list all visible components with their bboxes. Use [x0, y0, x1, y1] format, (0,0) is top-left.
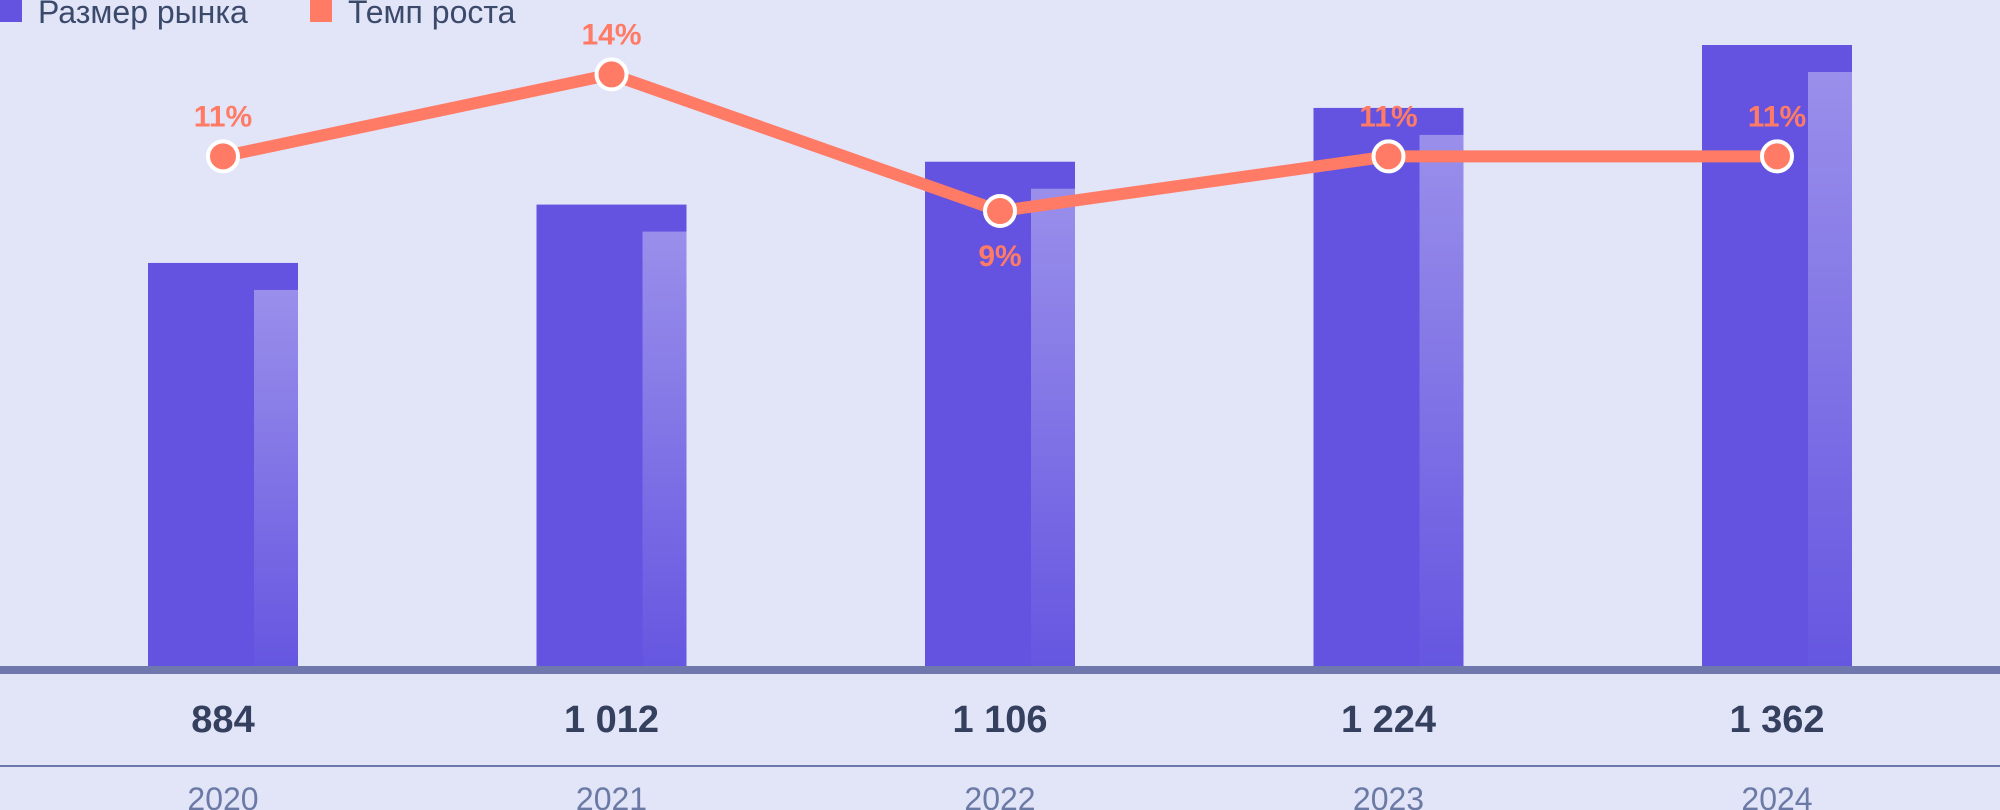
- value-label-2024: 1 362: [1729, 699, 1824, 741]
- bar-highlight-2022: [1031, 188, 1075, 666]
- growth-point-2022: [983, 194, 1017, 229]
- legend-swatch-market-size: [0, 0, 22, 22]
- year-row: 2020 2021 2022 2023 2024: [187, 781, 1812, 810]
- legend-label-market-size: Размер рынка: [38, 0, 248, 30]
- bar-highlight-2020: [254, 289, 298, 666]
- growth-label-2024: 11%: [1748, 100, 1806, 133]
- bar-highlight-2021: [642, 231, 687, 667]
- year-label-2023: 2023: [1353, 781, 1424, 810]
- growth-label-2020: 11%: [194, 100, 252, 133]
- value-label-2020: 884: [191, 699, 254, 741]
- value-label-2023: 1 224: [1341, 699, 1436, 741]
- legend: Размер рынка Темп роста: [0, 0, 516, 30]
- growth-point-2020: [206, 139, 240, 174]
- bar-highlight-2024: [1808, 72, 1852, 666]
- value-row: 884 1 012 1 106 1 224 1 362: [191, 699, 1824, 741]
- growth-label-2021: 14%: [581, 18, 641, 51]
- year-label-2021: 2021: [576, 781, 647, 810]
- baseline-axis: [0, 666, 2000, 674]
- bar-series: [148, 45, 1852, 667]
- legend-label-growth-rate: Темп роста: [348, 0, 516, 30]
- legend-swatch-growth-rate: [310, 0, 332, 22]
- value-label-2022: 1 106: [952, 699, 1047, 741]
- bar-highlight-2023: [1419, 134, 1464, 666]
- value-label-2021: 1 012: [564, 699, 659, 741]
- growth-point-2021: [594, 57, 629, 92]
- year-label-2024: 2024: [1741, 781, 1812, 810]
- row-divider: [0, 765, 2000, 767]
- growth-point-2023: [1371, 139, 1406, 174]
- year-label-2022: 2022: [964, 781, 1035, 810]
- year-label-2020: 2020: [187, 781, 258, 810]
- growth-label-2022: 9%: [978, 240, 1021, 273]
- growth-point-2024: [1760, 139, 1794, 174]
- line-series: 11% 14% 9% 11% 11%: [194, 18, 1806, 273]
- growth-label-2023: 11%: [1359, 100, 1417, 133]
